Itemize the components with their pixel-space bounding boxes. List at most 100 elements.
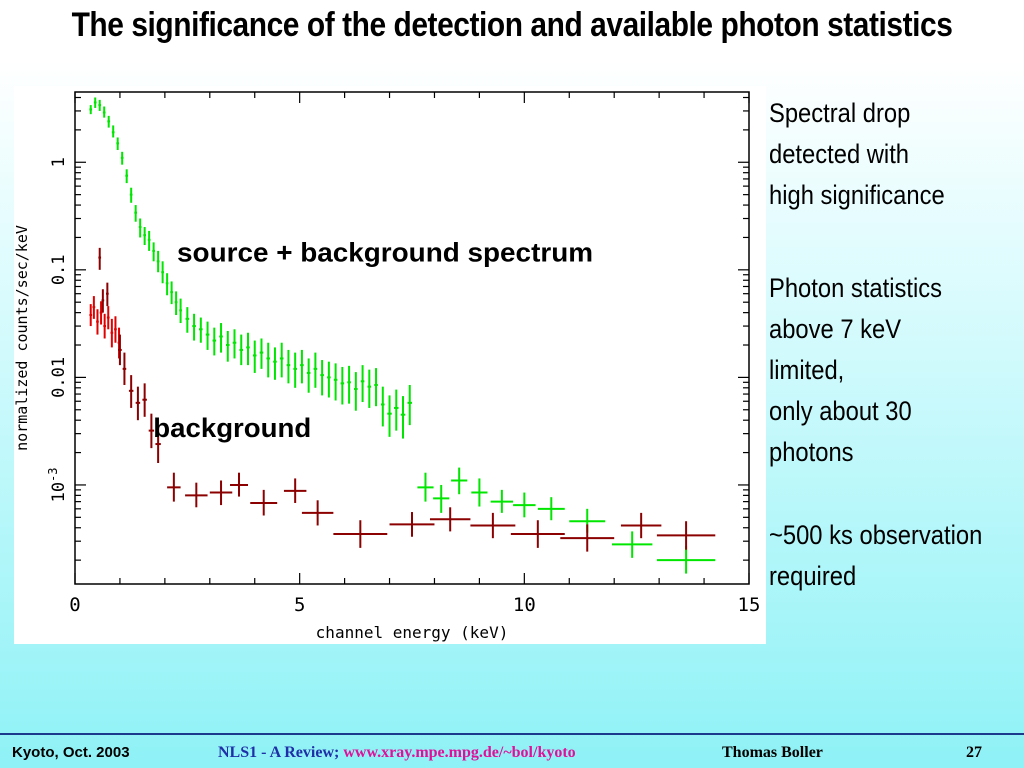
slide-footer: Kyoto, Oct. 2003 NLS1 - A Review; www.xr…	[0, 730, 1024, 768]
data-point	[230, 472, 248, 497]
data-point	[380, 386, 385, 427]
data-point	[340, 366, 345, 405]
data-point	[620, 512, 662, 539]
data-point	[116, 137, 120, 151]
x-tick-label: 0	[69, 594, 80, 616]
data-point	[114, 316, 117, 343]
data-point	[118, 334, 122, 366]
footer-page-number: 27	[966, 744, 982, 761]
data-point	[273, 347, 277, 380]
data-point	[110, 318, 114, 348]
data-point	[239, 334, 244, 366]
footer-url-link[interactable]: www.xray.mpe.mpg.de/~bol/kyoto	[343, 744, 576, 761]
note-observation: ~500 ks observation required	[769, 515, 982, 597]
data-point	[313, 352, 318, 388]
data-point	[246, 332, 250, 366]
data-point	[333, 520, 388, 548]
y-tick-label: 1	[49, 157, 69, 167]
note-line: Photon statistics	[769, 273, 943, 303]
x-tick-label: 5	[294, 594, 305, 616]
data-point	[165, 273, 169, 296]
data-point	[96, 309, 99, 335]
note-line: limited,	[769, 355, 845, 385]
data-point	[429, 507, 471, 532]
data-point	[199, 317, 203, 343]
plot-annotation: source + background spectrum	[177, 237, 593, 267]
data-point	[470, 512, 516, 539]
data-point	[212, 327, 217, 356]
data-point	[205, 321, 210, 350]
note-photon-statistics: Photon statistics above 7 keV limited, o…	[769, 268, 942, 473]
data-point	[101, 289, 105, 313]
data-point	[219, 323, 223, 353]
data-point	[510, 520, 565, 548]
note-line: Spectral drop	[769, 98, 911, 128]
data-point	[301, 500, 334, 526]
data-point	[279, 342, 284, 378]
note-line: detected with	[769, 139, 910, 169]
data-point	[128, 375, 134, 408]
data-point	[611, 531, 653, 558]
data-point	[125, 169, 129, 184]
data-point	[394, 389, 399, 431]
x-tick-label: 15	[738, 594, 761, 616]
data-point	[225, 330, 230, 362]
data-series	[89, 97, 716, 574]
note-line: photons	[769, 437, 854, 467]
note-spectral-drop: Spectral drop detected with high signifi…	[769, 93, 945, 216]
data-point	[92, 296, 96, 319]
data-point	[250, 489, 278, 516]
data-point	[98, 99, 102, 111]
data-point	[134, 205, 138, 222]
data-point	[122, 352, 127, 385]
data-point	[347, 365, 351, 404]
y-tick-exponent: -3	[46, 467, 60, 481]
slide-title: The significance of the detection and av…	[71, 6, 953, 44]
data-point	[99, 301, 103, 325]
plot-annotation: background	[153, 413, 311, 443]
data-point	[513, 492, 536, 518]
x-tick-label: 10	[513, 594, 536, 616]
data-point	[560, 524, 615, 552]
data-point	[354, 372, 358, 411]
data-point	[120, 151, 124, 165]
data-point	[433, 484, 450, 513]
data-point	[135, 386, 141, 421]
data-point	[161, 261, 164, 284]
data-point	[192, 313, 196, 341]
data-point	[471, 478, 488, 507]
data-point	[152, 242, 155, 262]
data-point	[111, 125, 115, 138]
data-point	[417, 472, 434, 502]
note-line: high significance	[769, 180, 945, 210]
y-axis-label: normalized counts/sec/keV	[14, 225, 31, 451]
footer-center: NLS1 - A Review; www.xray.mpe.mpg.de/~bo…	[218, 744, 576, 762]
data-point	[129, 187, 133, 203]
data-point	[106, 282, 109, 307]
data-point	[656, 546, 716, 574]
data-point	[400, 396, 406, 439]
data-point	[306, 358, 311, 393]
data-point	[93, 97, 97, 108]
data-point	[156, 250, 160, 273]
data-point	[490, 489, 514, 513]
data-series	[98, 247, 716, 552]
data-point	[389, 512, 435, 537]
spectrum-plot: 0 5 10 15 10-3 0.01 0.1 1 channel energy (keV) no…	[14, 91, 761, 642]
y-tick-label: 0.01	[49, 357, 69, 398]
x-axis-label: channel energy (keV)	[316, 623, 509, 642]
data-point	[293, 352, 297, 388]
plot-frame	[74, 91, 750, 585]
data-point	[387, 395, 392, 437]
data-point	[147, 230, 151, 251]
data-point	[143, 227, 146, 246]
data-point	[106, 306, 110, 330]
data-point	[185, 307, 190, 333]
data-point	[537, 497, 565, 521]
data-point	[252, 340, 257, 373]
footer-review: NLS1 - A Review;	[218, 744, 340, 761]
data-point	[360, 365, 365, 403]
data-point	[185, 482, 208, 508]
data-point	[142, 383, 147, 417]
data-point	[98, 247, 102, 270]
